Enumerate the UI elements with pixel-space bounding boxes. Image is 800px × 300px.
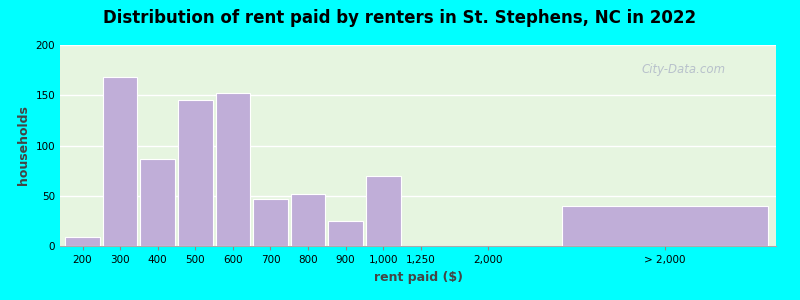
Bar (366, 176, 401, 246)
Bar (216, 93, 250, 246)
X-axis label: rent paid ($): rent paid ($) (374, 271, 462, 284)
Text: City-Data.com: City-Data.com (642, 63, 726, 76)
Y-axis label: households: households (17, 106, 30, 185)
Bar (328, 221, 363, 246)
Bar (178, 100, 213, 246)
Bar (103, 77, 138, 246)
Bar (253, 199, 288, 246)
Text: Distribution of rent paid by renters in St. Stephens, NC in 2022: Distribution of rent paid by renters in … (103, 9, 697, 27)
Bar (562, 206, 769, 246)
Bar (66, 237, 100, 246)
Bar (141, 159, 175, 246)
Bar (290, 194, 326, 246)
